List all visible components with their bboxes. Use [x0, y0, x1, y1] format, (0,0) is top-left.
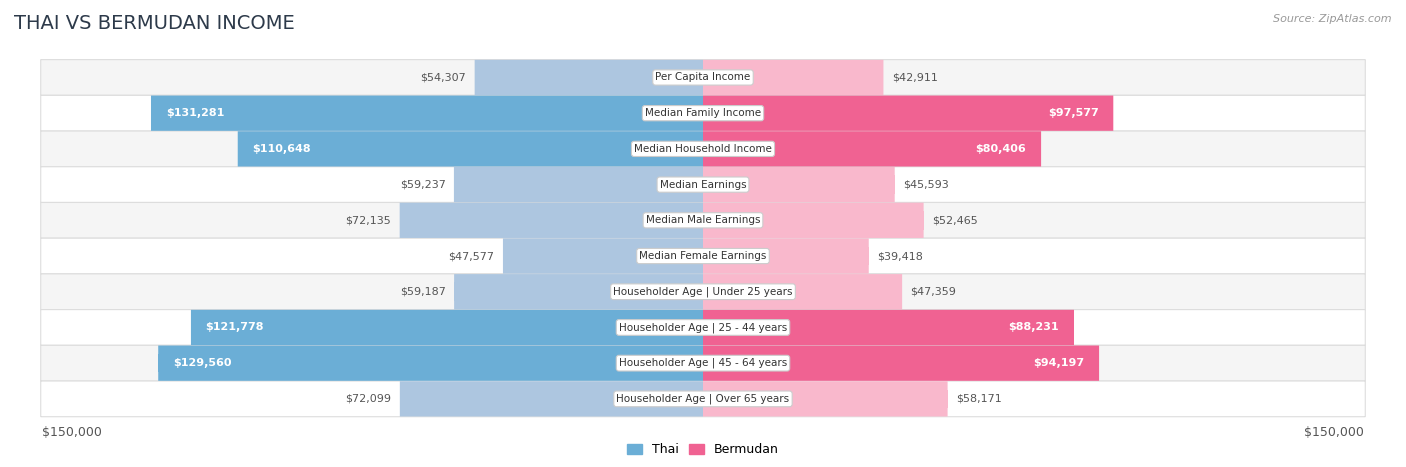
Bar [703, 354, 1099, 373]
FancyBboxPatch shape [41, 95, 1365, 131]
Text: $129,560: $129,560 [173, 358, 232, 368]
FancyBboxPatch shape [503, 238, 703, 274]
Bar [475, 68, 703, 87]
FancyBboxPatch shape [703, 310, 1074, 345]
Text: $121,778: $121,778 [205, 322, 264, 333]
FancyBboxPatch shape [41, 381, 1365, 417]
FancyBboxPatch shape [41, 167, 1365, 203]
FancyBboxPatch shape [399, 203, 703, 238]
Text: $110,648: $110,648 [253, 144, 311, 154]
Text: $97,577: $97,577 [1047, 108, 1098, 118]
FancyBboxPatch shape [41, 345, 1365, 381]
FancyBboxPatch shape [399, 381, 703, 417]
Text: $80,406: $80,406 [976, 144, 1026, 154]
Text: Householder Age | 25 - 44 years: Householder Age | 25 - 44 years [619, 322, 787, 333]
FancyBboxPatch shape [703, 203, 924, 238]
Bar [703, 140, 1040, 158]
Bar [159, 354, 703, 373]
FancyBboxPatch shape [41, 203, 1365, 238]
Text: $59,187: $59,187 [399, 287, 446, 297]
Bar [703, 247, 869, 265]
Text: $58,171: $58,171 [956, 394, 1001, 404]
Bar [703, 318, 1074, 337]
FancyBboxPatch shape [703, 96, 1114, 131]
Text: $94,197: $94,197 [1033, 358, 1084, 368]
FancyBboxPatch shape [454, 274, 703, 309]
Text: Median Household Income: Median Household Income [634, 144, 772, 154]
Text: Source: ZipAtlas.com: Source: ZipAtlas.com [1274, 14, 1392, 24]
FancyBboxPatch shape [475, 60, 703, 95]
Bar [703, 104, 1114, 122]
Text: $54,307: $54,307 [420, 72, 467, 83]
Text: THAI VS BERMUDAN INCOME: THAI VS BERMUDAN INCOME [14, 14, 295, 33]
Bar [703, 389, 948, 408]
FancyBboxPatch shape [703, 346, 1099, 381]
Bar [399, 211, 703, 230]
Bar [399, 389, 703, 408]
Bar [703, 283, 903, 301]
FancyBboxPatch shape [703, 274, 903, 309]
FancyBboxPatch shape [703, 167, 894, 202]
Text: $72,099: $72,099 [346, 394, 391, 404]
Text: $131,281: $131,281 [166, 108, 224, 118]
FancyBboxPatch shape [41, 60, 1365, 95]
FancyBboxPatch shape [238, 131, 703, 167]
FancyBboxPatch shape [191, 310, 703, 345]
Bar [454, 283, 703, 301]
FancyBboxPatch shape [703, 381, 948, 417]
FancyBboxPatch shape [41, 238, 1365, 274]
FancyBboxPatch shape [159, 346, 703, 381]
FancyBboxPatch shape [703, 238, 869, 274]
Text: Householder Age | Over 65 years: Householder Age | Over 65 years [616, 394, 790, 404]
Text: Householder Age | Under 25 years: Householder Age | Under 25 years [613, 286, 793, 297]
Text: $88,231: $88,231 [1008, 322, 1059, 333]
Text: Median Earnings: Median Earnings [659, 180, 747, 190]
Bar [238, 140, 703, 158]
FancyBboxPatch shape [703, 131, 1040, 167]
FancyBboxPatch shape [41, 131, 1365, 167]
Bar [703, 175, 894, 194]
Text: $39,418: $39,418 [877, 251, 922, 261]
Text: $59,237: $59,237 [399, 180, 446, 190]
Text: $52,465: $52,465 [932, 215, 977, 225]
Text: Median Female Earnings: Median Female Earnings [640, 251, 766, 261]
Text: $47,359: $47,359 [911, 287, 956, 297]
Bar [703, 68, 883, 87]
FancyBboxPatch shape [150, 96, 703, 131]
Text: Per Capita Income: Per Capita Income [655, 72, 751, 83]
Text: Median Family Income: Median Family Income [645, 108, 761, 118]
Bar [703, 211, 924, 230]
Bar [191, 318, 703, 337]
FancyBboxPatch shape [41, 310, 1365, 345]
Text: Householder Age | 45 - 64 years: Householder Age | 45 - 64 years [619, 358, 787, 368]
Text: $72,135: $72,135 [346, 215, 391, 225]
Text: $42,911: $42,911 [891, 72, 938, 83]
Bar [503, 247, 703, 265]
FancyBboxPatch shape [703, 60, 883, 95]
Text: $45,593: $45,593 [903, 180, 949, 190]
FancyBboxPatch shape [41, 274, 1365, 310]
Text: Median Male Earnings: Median Male Earnings [645, 215, 761, 225]
Bar [454, 175, 703, 194]
Legend: Thai, Bermudan: Thai, Bermudan [621, 439, 785, 461]
Bar [150, 104, 703, 122]
FancyBboxPatch shape [454, 167, 703, 202]
Text: $47,577: $47,577 [449, 251, 495, 261]
